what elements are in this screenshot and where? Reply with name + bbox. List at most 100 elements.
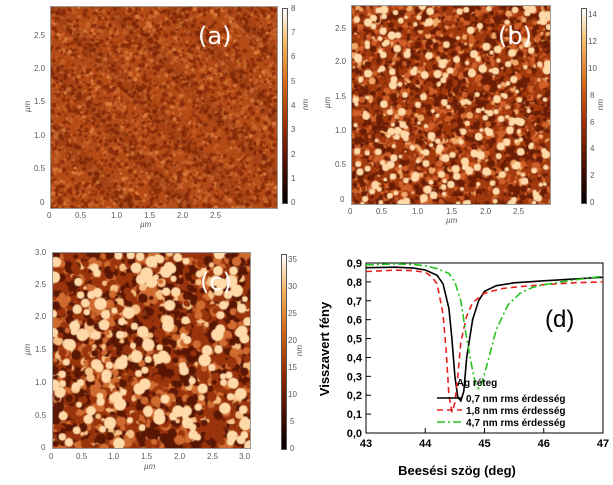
x-tick: 2.0	[177, 211, 189, 220]
y-tick: 2.5	[335, 24, 347, 33]
x-tick: 1.0	[412, 207, 424, 216]
afm-image-c	[52, 252, 251, 449]
x-tick: 1.5	[141, 452, 153, 461]
x-tick: 0	[348, 207, 353, 216]
panel-label-c: (c)	[200, 268, 232, 296]
colorbar-b	[581, 8, 587, 204]
plot-frame	[365, 262, 604, 434]
colorbar-tick: 12	[588, 37, 597, 46]
colorbar-tick: 14	[588, 10, 597, 19]
y-tick-label: 0,1	[347, 409, 362, 421]
x-tick-label: 46	[538, 438, 550, 450]
x-tick: 0.5	[76, 452, 88, 461]
panel-label-d: (d)	[545, 306, 574, 333]
afm-image-a	[50, 6, 278, 209]
colorbar-tick: 2	[590, 171, 595, 180]
colorbar-a	[282, 8, 288, 204]
x-axis-label: Beesési szög (deg)	[398, 463, 516, 478]
x-tick: 1.5	[144, 211, 156, 220]
y-unit-b: µm	[323, 96, 333, 109]
y-tick: 2.5	[34, 31, 46, 40]
y-tick: 0.5	[335, 160, 347, 169]
y-unit-c: µm	[23, 343, 33, 356]
x-unit-a: µm	[140, 220, 152, 229]
colorbar-tick: 10	[588, 64, 597, 73]
y-tick-label: 0,3	[347, 371, 362, 383]
colorbar-unit-a: nm	[301, 98, 311, 111]
y-tick: 3.0	[35, 248, 47, 257]
y-tick-label: 0,5	[347, 334, 362, 346]
legend-label: 0,7 nm rms érdesség	[466, 394, 566, 405]
x-unit-b: µm	[446, 216, 458, 225]
colorbar-tick: 15	[288, 363, 297, 372]
y-tick: 0	[340, 195, 345, 204]
x-tick: 0	[47, 211, 52, 220]
colorbar-tick: 8	[291, 4, 296, 13]
x-tick: 0.5	[376, 207, 388, 216]
y-tick-label: 0,2	[347, 390, 362, 402]
y-tick: 1.5	[35, 345, 47, 354]
x-tick: 2.5	[513, 207, 525, 216]
colorbar-tick: 6	[590, 118, 595, 127]
y-tick: 1.0	[35, 378, 47, 387]
y-tick-label: 0,0	[347, 428, 362, 440]
y-tick: 2.0	[35, 312, 47, 321]
x-tick: 2.5	[207, 452, 219, 461]
colorbar-tick: 25	[288, 309, 297, 318]
legend-label: 1,8 nm rms érdesség	[466, 406, 566, 417]
colorbar-tick: 8	[590, 91, 595, 100]
y-tick: 1.0	[335, 126, 347, 135]
y-tick-label: 0,6	[347, 315, 362, 327]
colorbar-unit-c: nm	[295, 344, 305, 357]
y-tick: 0	[41, 443, 46, 452]
colorbar-tick: 35	[288, 255, 297, 264]
colorbar-tick: 30	[288, 282, 297, 291]
colorbar-unit-b: nm	[596, 98, 606, 111]
colorbar-tick: 5	[290, 417, 295, 426]
colorbar-tick: 0	[290, 444, 295, 453]
y-unit-a: µm	[23, 100, 33, 113]
y-axis-label: Visszavert fény	[317, 301, 332, 396]
colorbar-tick: 4	[291, 101, 296, 110]
y-tick: 1.5	[34, 97, 46, 106]
panel-label-b: (b)	[498, 22, 532, 50]
y-tick: 0.5	[34, 164, 46, 173]
y-tick: 2.0	[34, 64, 46, 73]
y-tick-label: 0,8	[347, 277, 362, 289]
y-tick-label: 0,9	[347, 258, 362, 270]
x-tick-label: 45	[478, 438, 490, 450]
colorbar-tick: 0	[291, 198, 296, 207]
colorbar-c	[281, 254, 287, 450]
y-tick: 0.5	[35, 411, 47, 420]
y-tick: 0	[40, 198, 45, 207]
x-tick: 2.0	[174, 452, 186, 461]
y-tick-label: 0,7	[347, 296, 362, 308]
afm-image-b	[351, 5, 551, 205]
x-tick: 1.0	[111, 211, 123, 220]
series-line	[365, 266, 604, 403]
x-tick-label: 43	[360, 438, 372, 450]
x-tick-label: 44	[419, 438, 432, 450]
legend-label: 4,7 nm rms érdesség	[466, 418, 566, 429]
colorbar-tick: 10	[288, 390, 297, 399]
y-tick: 2.0	[335, 57, 347, 66]
colorbar-tick: 0	[590, 198, 595, 207]
colorbar-tick: 4	[590, 144, 595, 153]
series-line	[365, 269, 604, 413]
colorbar-tick: 1	[291, 174, 296, 183]
legend-title: Ag réteg	[457, 378, 498, 389]
x-tick-label: 47	[597, 438, 609, 450]
x-tick: 3.0	[239, 452, 251, 461]
colorbar-tick: 6	[291, 52, 296, 61]
x-tick: 1.0	[108, 452, 120, 461]
colorbar-tick: 3	[291, 125, 296, 134]
colorbar-tick: 7	[291, 28, 296, 37]
x-tick: 2.0	[480, 207, 492, 216]
y-tick: 2.5	[35, 280, 47, 289]
y-tick: 1.0	[34, 131, 46, 140]
x-unit-c: µm	[144, 462, 156, 471]
colorbar-tick: 2	[291, 150, 296, 159]
x-tick: 2.5	[210, 211, 222, 220]
colorbar-tick: 5	[291, 77, 296, 86]
x-tick: 0.5	[75, 211, 87, 220]
